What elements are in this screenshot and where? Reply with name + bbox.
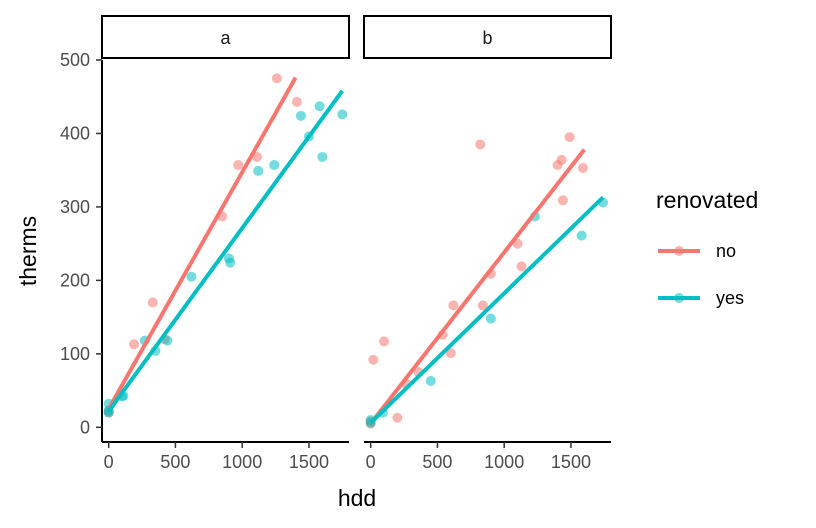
legend-point-no [674,246,684,256]
point-b-no-16 [556,154,567,165]
point-b-yes-4 [485,313,496,324]
fit-line-a-yes [107,89,344,413]
y-tick-label-100: 100 [60,344,90,364]
point-b-yes-6 [576,230,587,241]
point-a-yes-7 [162,335,173,346]
panel-a: a 0 500 1000 1500 [101,15,350,472]
x-tick-label-b-1000: 1000 [484,452,524,472]
x-tick-label-b-0: 0 [366,452,376,472]
point-b-no-9 [448,300,459,311]
point-b-no-18 [564,132,575,143]
point-a-yes-8 [186,271,197,282]
fit-line-b-yes [369,195,605,425]
point-b-no-3 [379,336,390,347]
point-a-no-8 [271,73,282,84]
point-a-yes-16 [317,151,328,162]
point-b-no-17 [557,195,568,206]
point-a-yes-10 [225,257,236,268]
fit-line-b-no [369,148,586,425]
point-a-yes-12 [269,160,280,171]
point-b-no-14 [516,261,527,272]
point-b-yes-3 [425,376,436,387]
x-tick-label-b-500: 500 [422,452,452,472]
point-a-yes-11 [253,165,264,176]
legend-label-yes: yes [716,288,744,308]
y-tick-label-200: 200 [60,270,90,290]
point-a-no-3 [147,297,158,308]
legend-point-yes [674,293,684,303]
x-tick-label-a-0: 0 [104,452,114,472]
x-tick-label-a-1000: 1000 [222,452,262,472]
y-axis-title: therms [15,216,41,286]
strip-box-b [363,15,612,59]
point-b-no-4 [392,412,403,423]
y-tick-label-400: 400 [60,123,90,143]
point-a-no-9 [291,96,302,107]
x-tick-label-b-1500: 1500 [551,452,591,472]
point-b-no-10 [475,139,486,150]
fit-line-a-no [106,76,298,410]
legend-label-no: no [716,241,736,261]
y-axis: 0 100 200 300 400 500 [60,50,103,442]
legend-entry-yes: yes [658,288,744,308]
y-tick-label-300: 300 [60,197,90,217]
point-b-no-8 [445,348,456,359]
point-b-no-19 [577,162,588,173]
point-b-no-11 [477,300,488,311]
strip-label-b: b [482,28,492,48]
point-a-yes-17 [337,109,348,120]
y-tick-label-0: 0 [80,417,90,437]
strip-box-a [101,15,350,59]
point-a-yes-15 [314,101,325,112]
point-b-no-2 [368,354,379,365]
y-tick-label-500: 500 [60,50,90,70]
strip-label-a: a [220,28,231,48]
legend-title: renovated [656,187,758,213]
panels-layer: a 0 500 1000 1500 b 0 500 1000 1500 [101,15,612,472]
panel-b: b 0 500 1000 1500 [363,15,612,472]
point-a-no-6 [233,160,244,171]
legend-entry-no: no [658,241,736,261]
x-tick-label-a-500: 500 [160,452,190,472]
x-tick-label-a-1500: 1500 [289,452,329,472]
x-axis-title: hdd [338,485,376,511]
point-a-yes-13 [295,110,306,121]
legend: renovated no yes [656,187,758,308]
point-a-no-2 [129,339,140,350]
